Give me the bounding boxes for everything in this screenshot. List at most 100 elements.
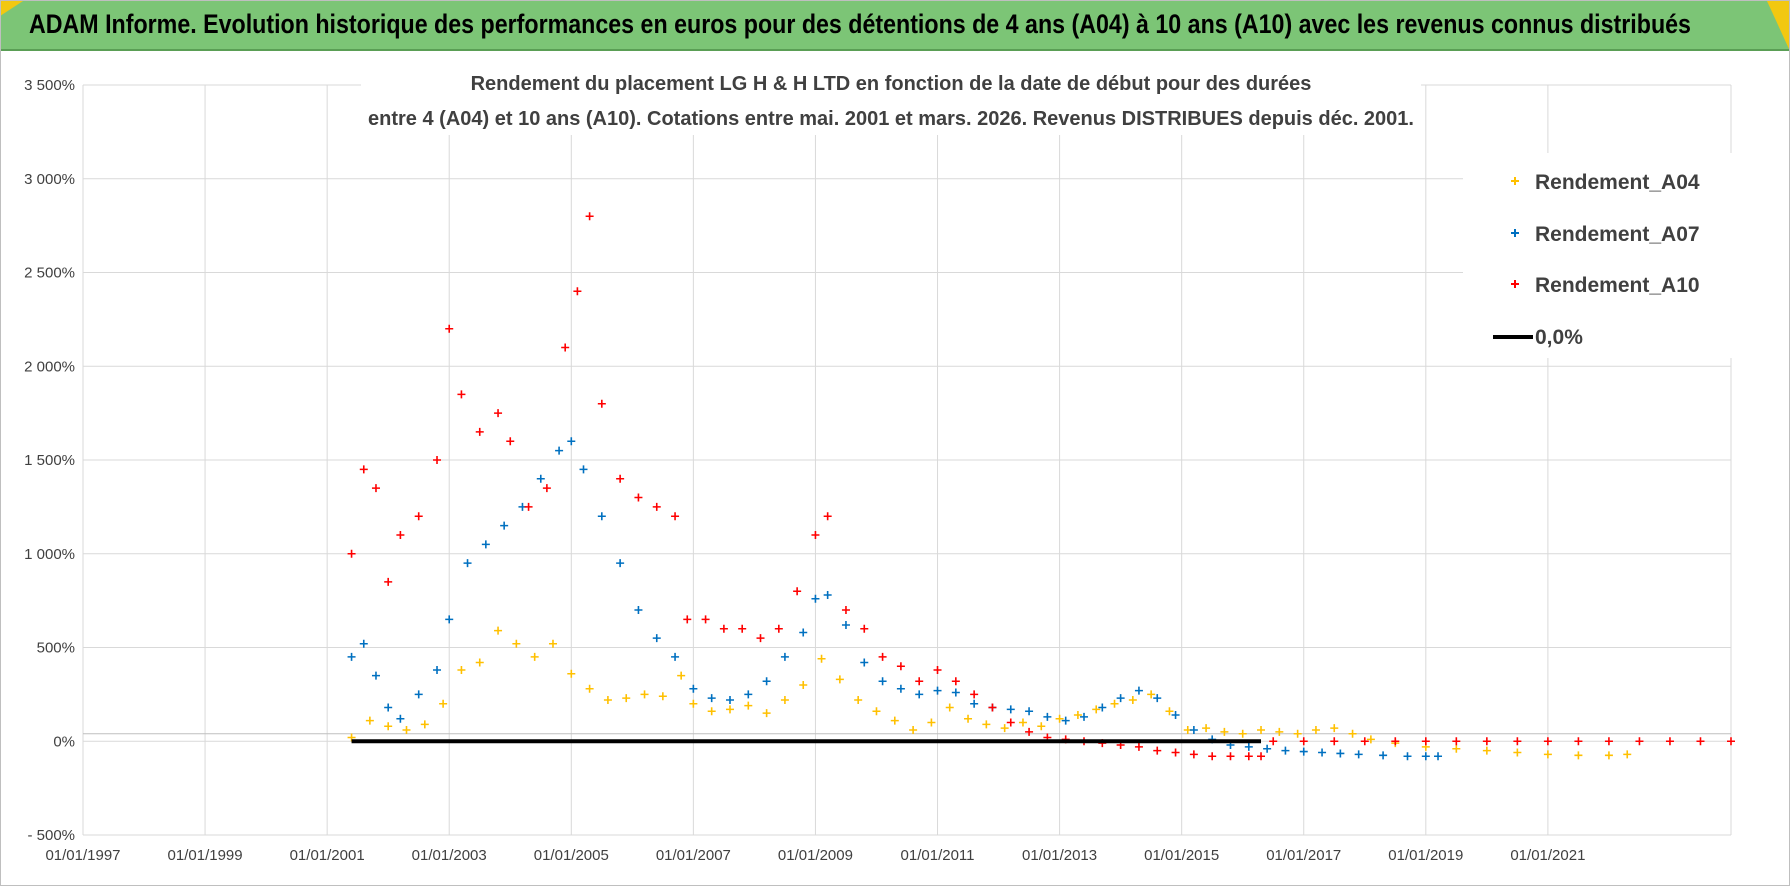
y-tick-label: - 500% [27,827,75,844]
data-point [683,615,692,624]
data-point [780,652,789,661]
data-point [1574,751,1583,760]
data-point [725,696,734,704]
y-tick-label: 3 000% [24,171,75,188]
data-point [1311,726,1320,734]
legend-label-zero: 0,0% [1535,326,1583,349]
data-point [1037,722,1046,731]
data-point [689,699,698,708]
data-point [396,531,405,539]
data-point [1574,737,1583,746]
data-point [494,626,503,635]
x-tick-label: 01/01/2005 [534,847,609,864]
data-point [597,512,606,521]
data-point [1348,729,1357,738]
data-point [811,594,820,603]
data-point [878,652,887,661]
data-point [780,696,789,704]
legend-label-a07: Rendement_A07 [1535,223,1700,246]
data-point [1403,752,1412,761]
data-point [1696,737,1705,746]
data-point [414,690,423,699]
x-tick-label: 01/01/2013 [1022,847,1097,864]
data-point [1208,752,1217,761]
legend-label-a10: Rendement_A10 [1535,274,1700,297]
data-point [878,677,887,686]
data-point [1604,751,1613,760]
data-point [524,502,533,511]
data-point [1073,711,1082,719]
data-point [1263,744,1272,753]
data-point [555,446,564,455]
data-point [359,639,368,648]
data-point [1421,737,1430,746]
x-tick-label: 01/01/2003 [412,847,487,864]
data-point [494,409,503,418]
y-tick-label: 2 500% [24,265,75,282]
data-point [384,703,393,712]
data-point [384,722,393,731]
data-point [1202,724,1211,733]
series-Rendement_A07 [347,437,1443,761]
chart-title-box [361,67,1421,135]
data-point [1006,718,1015,727]
data-point [414,512,423,521]
data-point [634,606,643,614]
data-point [567,669,576,678]
data-point [1128,696,1137,704]
data-point [1330,737,1339,746]
data-point [1244,752,1253,761]
data-point [1134,742,1143,751]
data-point [799,628,808,637]
data-point [671,512,680,521]
data-point [909,726,918,734]
data-point [585,684,594,693]
data-point [970,690,979,699]
data-point [1452,744,1461,753]
data-point [371,671,380,680]
legend-marker [1511,177,1519,185]
data-point [622,694,631,703]
data-point [1171,711,1180,719]
data-point [457,666,466,674]
data-point [634,493,643,502]
data-point [365,716,374,725]
data-point [1293,729,1302,738]
data-point [945,703,954,712]
data-point [1257,752,1266,761]
data-point [457,390,466,399]
data-point [671,652,680,661]
data-point [817,654,826,663]
data-point [1635,737,1644,746]
data-point [1153,694,1162,703]
data-point [799,681,808,689]
data-point [677,671,686,680]
y-tick-label: 2 000% [24,358,75,375]
data-point [1153,746,1162,755]
data-point [1147,690,1156,699]
data-point [445,615,454,624]
data-point [927,718,936,727]
data-point [970,699,979,708]
data-point [1604,737,1613,746]
data-point [1116,694,1125,703]
x-tick-label: 01/01/2007 [656,847,731,864]
data-point [1299,747,1308,756]
data-point [1421,752,1430,761]
data-point [616,474,625,483]
data-point [1482,737,1491,746]
data-point [1189,726,1198,734]
data-point [689,684,698,693]
chart-legend: Rendement_A04 Rendement_A07 Rendement_A1… [1493,171,1700,349]
data-point [371,484,380,493]
data-point [1299,737,1308,746]
data-point [475,658,484,667]
x-axis-tick-labels: 01/01/1997 01/01/1999 01/01/2001 01/01/2003… [45,847,1585,864]
data-point [1061,716,1070,725]
data-point [1244,742,1253,751]
data-point [652,634,661,643]
data-point [1006,705,1015,714]
y-tick-label: 1 500% [24,452,75,469]
data-point [542,484,551,493]
